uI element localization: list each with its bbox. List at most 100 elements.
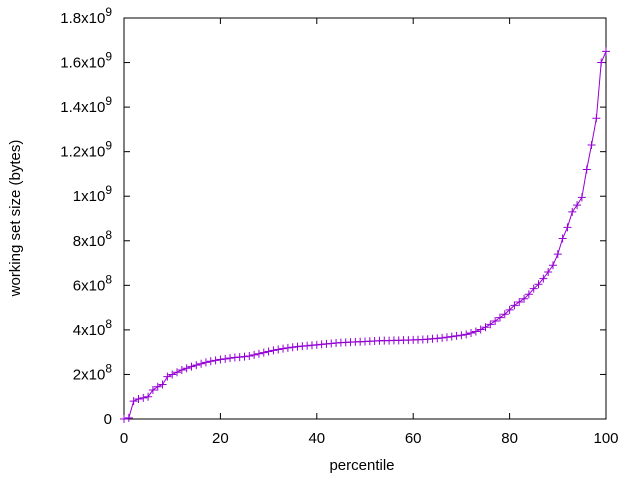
data-point-marker <box>283 343 292 352</box>
data-point-marker <box>197 359 206 368</box>
x-tick-label: 80 <box>501 430 518 447</box>
x-tick-label: 60 <box>405 430 422 447</box>
y-tick-label: 0 <box>104 411 112 428</box>
y-tick-exponent: 9 <box>105 183 112 197</box>
data-point-marker <box>226 354 235 363</box>
y-tick-mantissa: 2x10 <box>73 366 106 383</box>
data-point-marker <box>602 47 610 56</box>
data-point-marker <box>240 352 249 361</box>
y-tick-label: 1.8x109 <box>60 5 112 27</box>
data-point-marker <box>457 331 466 340</box>
data-point-marker <box>548 261 557 270</box>
y-tick-exponent: 8 <box>105 228 112 242</box>
data-point-marker <box>148 386 157 395</box>
data-point-marker <box>250 350 259 359</box>
y-tick-exponent: 8 <box>105 317 112 331</box>
data-point-marker <box>269 346 278 355</box>
data-point-marker <box>211 356 220 365</box>
data-point-marker <box>553 250 562 259</box>
series-layer <box>120 47 610 423</box>
data-point-marker <box>515 298 524 307</box>
y-tick-exponent: 8 <box>105 361 112 375</box>
data-point-marker <box>206 357 215 366</box>
y-tick-label: 2x108 <box>73 361 113 383</box>
data-point-marker <box>187 362 196 371</box>
data-point-marker <box>558 234 567 243</box>
data-point-marker <box>573 201 582 210</box>
y-tick-exponent: 8 <box>105 272 112 286</box>
y-tick-exponent: 9 <box>105 5 112 19</box>
data-point-marker <box>467 329 476 338</box>
data-point-marker <box>153 382 162 391</box>
y-tick-exponent: 9 <box>105 94 112 108</box>
y-axis-ticks: 02x1084x1086x1088x1081x1091.2x1091.4x109… <box>60 5 606 428</box>
data-point-marker <box>534 280 543 289</box>
data-point-marker <box>587 140 596 149</box>
y-tick-mantissa: 1.6x10 <box>60 55 105 72</box>
data-point-marker <box>462 330 471 339</box>
data-point-marker <box>471 327 480 336</box>
y-tick-label: 1.6x109 <box>60 50 112 72</box>
data-point-marker <box>274 345 283 354</box>
data-point-marker <box>568 207 577 216</box>
y-tick-exponent: 9 <box>105 139 112 153</box>
y-tick-label: 1.2x109 <box>60 139 112 161</box>
data-point-marker <box>254 349 263 358</box>
data-point-marker <box>495 313 504 322</box>
data-point-marker <box>279 344 288 353</box>
x-tick-label: 40 <box>308 430 325 447</box>
data-point-marker <box>158 380 167 389</box>
y-tick-mantissa: 1.4x10 <box>60 99 105 116</box>
data-point-marker <box>144 392 153 401</box>
data-point-marker <box>139 393 148 402</box>
x-tick-label: 0 <box>120 430 128 447</box>
data-point-marker <box>129 397 138 406</box>
data-point-marker <box>201 358 210 367</box>
data-point-marker <box>486 320 495 329</box>
y-tick-exponent: 9 <box>105 50 112 64</box>
data-point-marker <box>529 284 538 293</box>
data-point-marker <box>168 370 177 379</box>
data-point-marker <box>505 305 514 314</box>
y-tick-label: 1x109 <box>73 183 113 205</box>
data-point-marker <box>182 364 191 373</box>
data-point-marker <box>447 332 456 341</box>
x-tick-label: 20 <box>212 430 229 447</box>
data-point-marker <box>592 114 601 123</box>
data-point-marker <box>259 348 268 357</box>
x-axis-ticks: 0 20 40 60 80 100 <box>120 18 619 447</box>
data-point-marker <box>500 310 509 319</box>
y-axis-label: working set size (bytes) <box>7 140 24 298</box>
y-tick-mantissa: 4x10 <box>73 322 106 339</box>
data-point-marker <box>524 290 533 299</box>
y-tick-mantissa: 8x10 <box>73 233 106 250</box>
data-point-marker <box>481 323 490 332</box>
data-point-marker <box>120 415 128 423</box>
data-point-marker <box>264 347 273 356</box>
data-point-marker <box>597 58 606 67</box>
data-point-marker <box>563 223 572 232</box>
y-tick-label: 1.4x109 <box>60 94 112 116</box>
data-point-marker <box>539 274 548 283</box>
y-tick-mantissa: 1x10 <box>73 188 106 205</box>
x-axis-label: percentile <box>329 457 394 474</box>
data-point-marker <box>442 333 451 342</box>
data-point-marker <box>491 316 500 325</box>
y-tick-label: 8x108 <box>73 228 113 250</box>
data-point-marker <box>221 354 230 363</box>
y-tick-label: 6x108 <box>73 272 113 294</box>
data-point-marker <box>438 333 447 342</box>
data-point-marker <box>452 331 461 340</box>
data-point-marker <box>544 267 553 276</box>
y-tick-mantissa: 6x10 <box>73 277 106 294</box>
plot-frame <box>123 17 607 420</box>
data-point-marker <box>245 351 254 360</box>
data-point-marker <box>582 165 591 174</box>
data-point-marker <box>177 365 186 374</box>
data-point-marker <box>173 368 182 377</box>
x-tick-label: 100 <box>593 430 618 447</box>
data-point-marker <box>520 294 529 303</box>
data-point-marker <box>124 413 133 422</box>
data-point-marker <box>163 372 172 381</box>
